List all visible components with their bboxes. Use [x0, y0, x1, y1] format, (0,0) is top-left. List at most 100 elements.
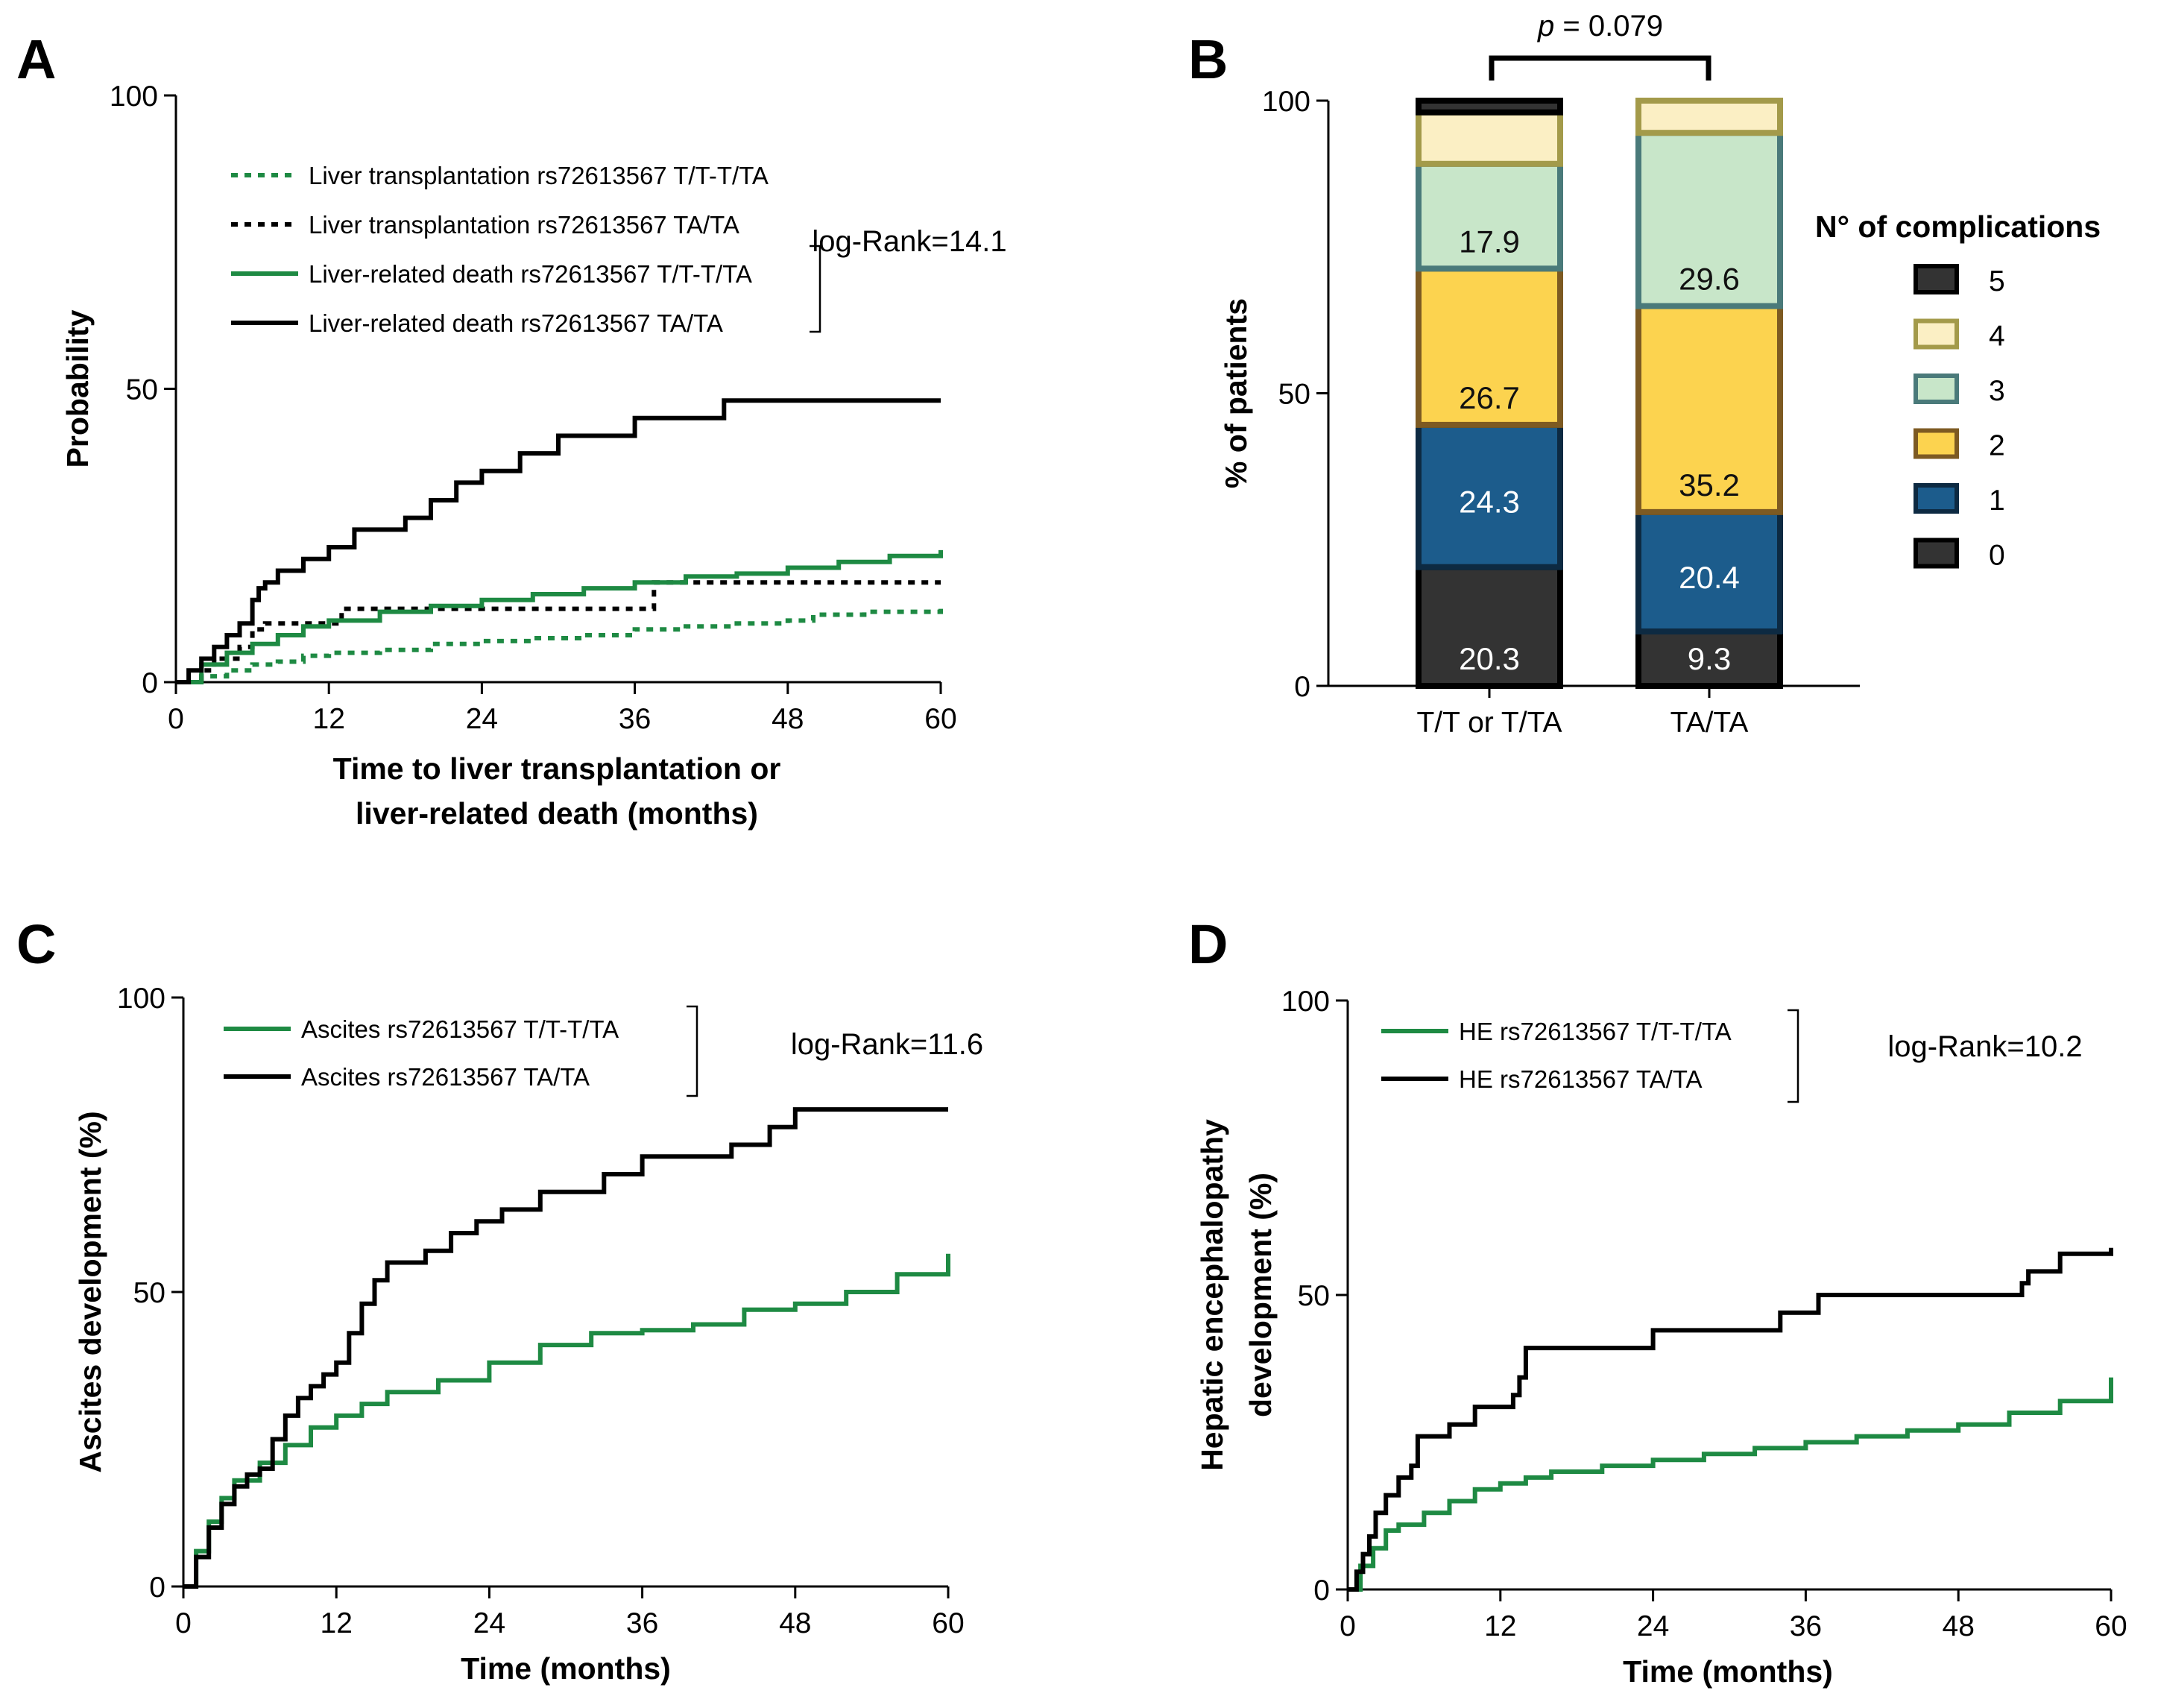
y-tick-label: 0 [142, 667, 158, 699]
legend-label: HE rs72613567 TA/TA [1459, 1065, 1703, 1093]
series-line [176, 608, 943, 684]
legend-label: 1 [1989, 485, 2005, 517]
legend-swatch [1914, 374, 1959, 404]
series-line [176, 580, 941, 684]
x-tick-label: 48 [779, 1607, 811, 1639]
bar-data-label: 29.6 [1679, 262, 1740, 297]
legend-label: Liver transplantation rs72613567 TA/TA [309, 211, 739, 239]
bar-segment-4 [1635, 98, 1783, 136]
x-tick-label: 24 [466, 703, 498, 735]
legend-bracket [810, 245, 821, 333]
bar-segment-4 [1416, 109, 1563, 167]
bar-data-label: 24.3 [1459, 484, 1520, 519]
bar-data-label: 20.3 [1459, 641, 1520, 676]
series-line [176, 398, 941, 684]
bar-segment-3 [1635, 130, 1783, 309]
legend-swatch [1914, 318, 1959, 350]
legend-label: 0 [1989, 540, 2005, 572]
x-tick-label: 0 [1340, 1610, 1356, 1642]
log-rank-stat: log-Rank=11.6 [791, 1028, 983, 1061]
x-tick-label: 24 [473, 1607, 505, 1639]
bar-segment-3 [1416, 160, 1563, 272]
legend-label: Liver-related death rs72613567 TA/TA [309, 309, 723, 337]
bar-segment-0 [1416, 564, 1563, 690]
panel-letter: C [16, 913, 56, 975]
bar-data-label: 35.2 [1679, 467, 1740, 502]
legend-label: 2 [1989, 430, 2005, 462]
legend-label: HE rs72613567 T/T-T/TA [1459, 1018, 1732, 1045]
panel-letter: D [1188, 913, 1228, 975]
y-tick-label: 100 [1262, 86, 1310, 118]
legend-bracket [1788, 1009, 1799, 1103]
legend-label: Ascites rs72613567 T/T-T/TA [301, 1015, 619, 1043]
bar-data-label: 26.7 [1459, 380, 1520, 415]
y-tick-label: 50 [126, 374, 158, 406]
bar-data-label: 17.9 [1459, 224, 1520, 259]
legend-swatch [1914, 264, 1959, 294]
bar-data-label: 20.4 [1679, 560, 1740, 595]
legend-label: 3 [1989, 375, 2005, 407]
x-tick-label: 12 [313, 703, 345, 735]
panel-letter: B [1188, 28, 1228, 90]
panel-letter: A [16, 28, 56, 90]
legend-label: Liver-related death rs72613567 T/T-T/TA [309, 260, 752, 288]
p-symbol: p [1537, 10, 1554, 42]
bar-segment-5 [1416, 98, 1563, 116]
x-tick-label: 60 [2095, 1610, 2127, 1642]
y-tick-label: 100 [1281, 986, 1330, 1018]
series-line [183, 1253, 950, 1589]
bar-segment-1 [1635, 508, 1783, 634]
y-tick-label: 100 [117, 983, 165, 1015]
y-axis-title: Hepatic encephalopathy [1195, 1119, 1229, 1471]
series-line [183, 1107, 948, 1589]
legend-swatch [1914, 428, 1959, 459]
bar-segment-2 [1416, 265, 1563, 428]
x-tick-label: 12 [1484, 1610, 1516, 1642]
p-value: p = 0.079 [1537, 10, 1663, 42]
x-axis-title: Time to liver transplantation or [333, 751, 781, 786]
y-tick-label: 100 [110, 81, 158, 113]
series-line [1348, 1247, 2113, 1592]
legend-bracket [687, 1005, 698, 1097]
x-axis-title: Time (months) [1623, 1654, 1833, 1689]
x-axis-title: Time (months) [461, 1651, 671, 1686]
x-tick-label: 60 [924, 703, 956, 735]
legend-title: N° of complications [1815, 209, 2101, 244]
panel-c: C 0 12 24 36 48 60 0 50 100 Ascites development (%… [16, 913, 983, 1686]
y-tick-label: 0 [1294, 671, 1310, 703]
significance-bracket [1489, 55, 1711, 81]
log-rank-stat: log-Rank=10.2 [1887, 1030, 2082, 1063]
y-tick-label: 50 [1298, 1280, 1330, 1312]
p-text: = 0.079 [1554, 10, 1663, 42]
x-tick-label: 48 [772, 703, 804, 735]
panel-a: A 0 12 24 36 48 60 0 50 100 Probability Time to liv… [16, 28, 1007, 831]
legend-label: 5 [1989, 265, 2005, 297]
y-axis-title: development (%) [1243, 1173, 1278, 1417]
legend-label: 4 [1989, 321, 2005, 353]
x-tick-label: T/T or T/TA [1416, 707, 1562, 739]
legend-swatch [1914, 538, 1959, 569]
x-tick-label: 0 [168, 703, 184, 735]
x-tick-label: 60 [932, 1607, 964, 1639]
legend-label: Liver transplantation rs72613567 T/T-T/T… [309, 162, 769, 189]
x-tick-label: 0 [175, 1607, 192, 1639]
x-tick-label: 48 [1943, 1610, 1975, 1642]
y-axis-title: Ascites development (%) [73, 1111, 107, 1472]
x-tick-label: 36 [1790, 1610, 1822, 1642]
x-tick-label: 36 [626, 1607, 658, 1639]
bar-data-label: 9.3 [1688, 641, 1731, 676]
series-line [1348, 1377, 2113, 1592]
y-tick-label: 50 [133, 1277, 165, 1309]
y-axis-title: Probability [60, 309, 95, 467]
x-tick-label: TA/TA [1670, 707, 1749, 739]
bar-segment-0 [1635, 628, 1783, 689]
x-axis-title: liver-related death (months) [356, 796, 758, 831]
x-tick-label: 12 [321, 1607, 353, 1639]
y-tick-label: 0 [1313, 1575, 1330, 1607]
x-tick-label: 24 [1637, 1610, 1669, 1642]
log-rank-stat: log-Rank=14.1 [812, 225, 1006, 258]
x-tick-label: 36 [619, 703, 651, 735]
y-axis-title: % of patients [1219, 298, 1253, 488]
